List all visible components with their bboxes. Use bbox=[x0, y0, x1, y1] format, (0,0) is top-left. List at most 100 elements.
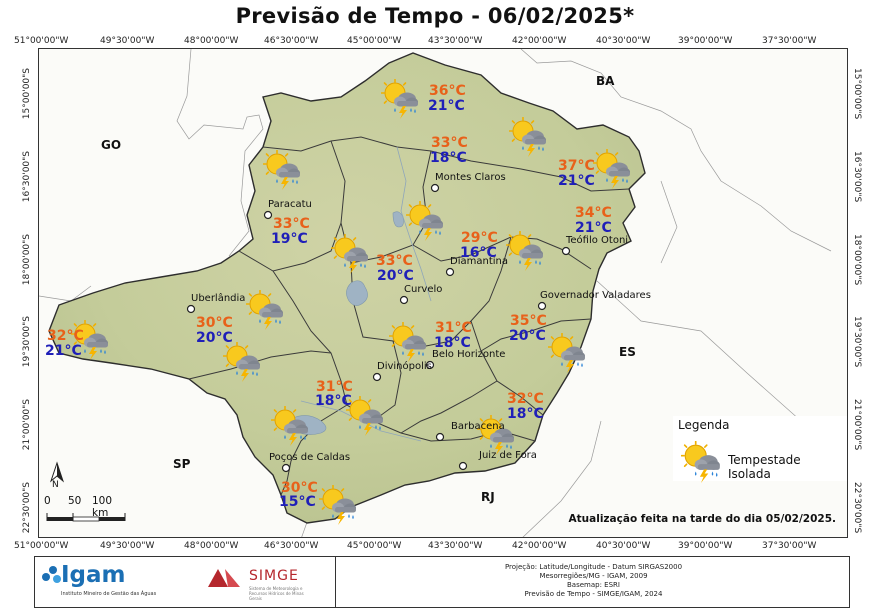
lon-label-bottom: 49°30'00"W bbox=[100, 541, 155, 551]
lon-label-bottom: 48°00'00"W bbox=[184, 541, 239, 551]
lon-label-bottom: 42°00'00"W bbox=[512, 541, 567, 551]
temp-min-jequitinhonha: 16°C bbox=[460, 245, 497, 261]
city-marker-governador-valadares bbox=[537, 301, 547, 311]
city-label-governador-valadares: Governador Valadares bbox=[540, 290, 651, 301]
lon-label-top: 40°30'00"W bbox=[596, 36, 651, 46]
temp-max-triangulo-oeste: 32°C bbox=[47, 328, 84, 344]
city-label-pocos-de-caldas: Poços de Caldas bbox=[269, 452, 351, 463]
minas-gerais-outline bbox=[48, 52, 646, 524]
footer-note-projection: Projeção: Latitude/Longitude - Datum SIR… bbox=[504, 563, 683, 571]
temp-max-central: 33°C bbox=[376, 253, 413, 269]
temp-min-jequitinhonha-norte: 21°C bbox=[558, 173, 595, 189]
neighbor-state-borders bbox=[39, 49, 847, 537]
lat-label-left: 15°00'00"S bbox=[22, 68, 32, 120]
temp-max-noroeste: 33°C bbox=[273, 216, 310, 232]
temp-min-central: 20°C bbox=[377, 268, 414, 284]
city-marker-diamantina bbox=[445, 267, 455, 277]
lon-label-top: 43°30'00"W bbox=[428, 36, 483, 46]
temp-max-vale-rio-doce: 35°C bbox=[510, 313, 547, 329]
city-marker-curvelo bbox=[399, 295, 409, 305]
lat-label-right: 22°30'00"S bbox=[852, 482, 862, 534]
lat-label-right: 21°00'00"S bbox=[852, 399, 862, 451]
footer-note-source: Previsão de Tempo - SIMGE/IGAM, 2024 bbox=[524, 590, 663, 598]
city-label-juiz-de-fora: Juiz de Fora bbox=[479, 450, 537, 461]
temp-max-sul: 30°C bbox=[281, 480, 318, 496]
temp-max-metropolitana: 31°C bbox=[435, 320, 472, 336]
temp-min-oeste: 18°C bbox=[315, 393, 352, 409]
lon-label-bottom: 43°30'00"W bbox=[428, 541, 483, 551]
simge-logo-subtitle: Sistema de Meteorologia e Recursos Hídri… bbox=[249, 586, 304, 601]
footer-notes: Projeção: Latitude/Longitude - Datum SIR… bbox=[336, 563, 851, 599]
temp-max-norte: 36°C bbox=[429, 83, 466, 99]
lon-label-top: 45°00'00"W bbox=[347, 36, 402, 46]
temp-max-jequitinhonha-norte: 37°C bbox=[558, 158, 595, 174]
north-arrow-label: N bbox=[52, 480, 59, 490]
city-marker-belo-horizonte bbox=[425, 360, 435, 370]
city-marker-uberlandia bbox=[186, 304, 196, 314]
lat-label-right: 19°30'00"S bbox=[852, 316, 862, 368]
city-marker-divinopolis bbox=[372, 372, 382, 382]
temp-min-noroeste: 19°C bbox=[271, 231, 308, 247]
temp-min-norte-centro: 18°C bbox=[430, 150, 467, 166]
city-marker-montes-claros bbox=[430, 183, 440, 193]
city-marker-juiz-de-fora bbox=[458, 461, 468, 471]
lat-label-left: 19°30'00"S bbox=[22, 316, 32, 368]
lat-label-left: 18°00'00"S bbox=[22, 234, 32, 286]
lat-label-right: 15°00'00"S bbox=[852, 68, 862, 120]
north-arrow-icon bbox=[49, 461, 65, 483]
lat-label-right: 18°00'00"S bbox=[852, 234, 862, 286]
simge-logo-icon bbox=[208, 569, 240, 587]
lon-label-bottom: 51°00'00"W bbox=[14, 541, 69, 551]
temp-min-vale-rio-doce: 20°C bbox=[509, 328, 546, 344]
lat-label-right: 16°30'00"S bbox=[852, 151, 862, 203]
legend-title: Legenda bbox=[678, 418, 730, 432]
footer: Igam Instituto Mineiro de Gestão das Águ… bbox=[34, 556, 850, 608]
temp-max-mucuri: 34°C bbox=[575, 205, 612, 221]
city-marker-barbacena bbox=[435, 432, 445, 442]
legend-item-label: Tempestade Isolada bbox=[728, 453, 801, 481]
scale-tick-50: 50 bbox=[68, 495, 82, 507]
temp-max-triangulo: 30°C bbox=[196, 315, 233, 331]
temp-min-norte: 21°C bbox=[428, 98, 465, 114]
temp-max-jequitinhonha: 29°C bbox=[461, 230, 498, 246]
lon-label-bottom: 46°30'00"W bbox=[264, 541, 319, 551]
state-label-es: ES bbox=[619, 345, 636, 359]
footer-note-basemap: Basemap: ESRI bbox=[567, 581, 620, 589]
temp-min-triangulo-oeste: 21°C bbox=[45, 343, 82, 359]
map-title: Previsão de Tempo - 06/02/2025* bbox=[235, 4, 635, 28]
city-marker-paracatu bbox=[263, 210, 273, 220]
city-label-paracatu: Paracatu bbox=[268, 199, 312, 210]
lon-label-top: 49°30'00"W bbox=[100, 36, 155, 46]
lat-label-left: 16°30'00"S bbox=[22, 151, 32, 203]
temp-max-oeste: 31°C bbox=[316, 379, 353, 395]
update-note: Atualização feita na tarde do dia 05/02/… bbox=[568, 513, 836, 525]
scale-tick-100: 100 km bbox=[92, 495, 113, 519]
igam-logo-text: Igam bbox=[61, 562, 126, 588]
temp-min-mucuri: 21°C bbox=[575, 220, 612, 236]
simge-logo-text: SIMGE bbox=[249, 568, 299, 584]
lon-label-bottom: 45°00'00"W bbox=[347, 541, 402, 551]
map-canvas bbox=[39, 49, 847, 537]
city-label-diamantina: Diamantina bbox=[450, 256, 508, 267]
city-marker-teofilo-otoni bbox=[561, 246, 571, 256]
scale-tick-0: 0 bbox=[44, 495, 51, 507]
scale-bar bbox=[46, 513, 126, 522]
igam-logo-subtitle: Instituto Mineiro de Gestão das Águas bbox=[61, 591, 157, 597]
state-label-rj: RJ bbox=[481, 490, 495, 504]
temp-min-triangulo: 20°C bbox=[196, 330, 233, 346]
city-label-divinopolis: Divinópolis bbox=[377, 361, 432, 372]
lat-label-left: 21°00'00"S bbox=[22, 399, 32, 451]
legend: Legenda Tempestade Isolada bbox=[672, 415, 847, 481]
lon-label-top: 42°00'00"W bbox=[512, 36, 567, 46]
city-markers bbox=[186, 183, 571, 473]
city-label-uberlandia: Uberlândia bbox=[191, 293, 246, 304]
city-label-teofilo-otoni: Teófilo Otoni bbox=[566, 235, 629, 246]
lon-label-top: 37°30'00"W bbox=[762, 36, 817, 46]
lon-label-top: 51°00'00"W bbox=[14, 36, 69, 46]
temp-min-sul: 15°C bbox=[279, 494, 316, 510]
state-label-go: GO bbox=[101, 138, 122, 152]
lat-label-left: 22°30'00"S bbox=[22, 482, 32, 534]
city-label-barbacena: Barbacena bbox=[451, 421, 505, 432]
temp-max-norte-centro: 33°C bbox=[431, 135, 468, 151]
